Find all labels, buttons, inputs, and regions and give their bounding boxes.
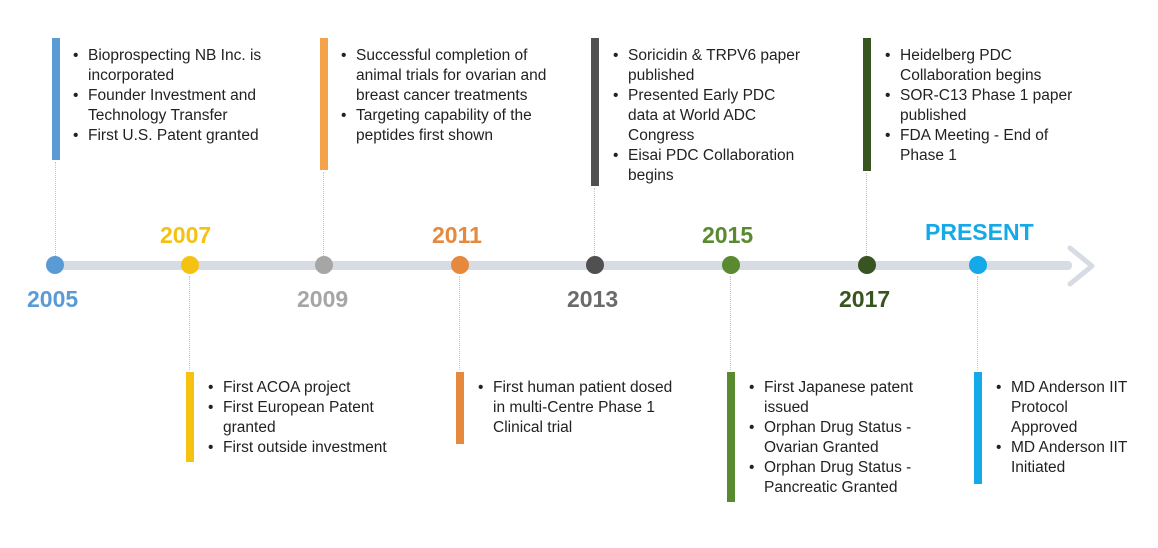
milestone-bar-2017: [863, 38, 871, 171]
milestone-item: First human patient dosed in multi-Centr…: [477, 378, 677, 438]
milestone-year-2009: 2009: [297, 286, 349, 312]
timeline-arrow-icon: [1067, 245, 1095, 287]
milestone-item: Heidelberg PDC Collaboration begins: [884, 46, 1074, 86]
milestone-box-present: MD Anderson IIT Protocol Approved MD And…: [995, 378, 1135, 478]
milestone-item: Orphan Drug Status - Ovarian Granted: [748, 418, 943, 458]
milestone-item: Eisai PDC Collaboration begins: [612, 146, 807, 186]
milestone-item: Bioprospecting NB Inc. is incorporated: [72, 46, 297, 86]
milestone-bar-2005: [52, 38, 60, 160]
milestone-year-2015: 2015: [702, 222, 754, 248]
milestone-item: Soricidin & TRPV6 paper published: [612, 46, 807, 86]
milestone-dot-present: [969, 256, 987, 274]
milestone-year-2007: 2007: [160, 222, 212, 248]
milestone-bar-2007: [186, 372, 194, 462]
milestone-item: SOR-C13 Phase 1 paper published: [884, 86, 1074, 126]
milestone-item: MD Anderson IIT Protocol Approved: [995, 378, 1135, 438]
milestone-connector-2005: [55, 162, 56, 256]
milestone-item: Targeting capability of the peptides fir…: [340, 106, 555, 146]
milestone-dot-2005: [46, 256, 64, 274]
milestone-bar-present: [974, 372, 982, 484]
milestone-item: Orphan Drug Status - Pancreatic Granted: [748, 458, 943, 498]
milestone-bar-2013: [591, 38, 599, 186]
milestone-item: Founder Investment and Technology Transf…: [72, 86, 297, 126]
milestone-dot-2017: [858, 256, 876, 274]
milestone-year-2005: 2005: [27, 286, 79, 312]
milestone-year-present: PRESENT: [925, 219, 1034, 245]
milestone-connector-2009: [323, 172, 324, 256]
milestone-item: MD Anderson IIT Initiated: [995, 438, 1135, 478]
milestone-year-2013: 2013: [567, 286, 619, 312]
milestone-dot-2007: [181, 256, 199, 274]
milestone-item: First European Patent granted: [207, 398, 407, 438]
milestone-item: First Japanese patent issued: [748, 378, 943, 418]
milestone-connector-2011: [459, 276, 460, 370]
milestone-box-2011: First human patient dosed in multi-Centr…: [477, 378, 677, 438]
milestone-bar-2011: [456, 372, 464, 444]
milestone-box-2007: First ACOA project First European Patent…: [207, 378, 407, 458]
milestone-box-2015: First Japanese patent issued Orphan Drug…: [748, 378, 943, 498]
milestone-box-2005: Bioprospecting NB Inc. is incorporated F…: [72, 46, 297, 146]
milestone-dot-2015: [722, 256, 740, 274]
milestone-box-2009: Successful completion of animal trials f…: [340, 46, 555, 146]
milestone-connector-present: [977, 276, 978, 370]
milestone-year-2011: 2011: [432, 222, 482, 248]
milestone-item: Presented Early PDC data at World ADC Co…: [612, 86, 807, 146]
timeline-axis: [52, 261, 1072, 270]
milestone-year-2017: 2017: [839, 286, 891, 312]
milestone-dot-2009: [315, 256, 333, 274]
milestone-item: FDA Meeting - End of Phase 1: [884, 126, 1074, 166]
milestone-item: First outside investment: [207, 438, 407, 458]
milestone-connector-2015: [730, 276, 731, 370]
milestone-connector-2017: [866, 173, 867, 256]
milestone-item: First ACOA project: [207, 378, 407, 398]
milestone-box-2017: Heidelberg PDC Collaboration begins SOR-…: [884, 46, 1074, 166]
milestone-item: Successful completion of animal trials f…: [340, 46, 555, 106]
milestone-dot-2013: [586, 256, 604, 274]
milestone-connector-2007: [189, 276, 190, 370]
milestone-dot-2011: [451, 256, 469, 274]
milestone-item: First U.S. Patent granted: [72, 126, 297, 146]
milestone-connector-2013: [594, 188, 595, 256]
milestone-bar-2009: [320, 38, 328, 170]
milestone-bar-2015: [727, 372, 735, 502]
milestone-box-2013: Soricidin & TRPV6 paper published Presen…: [612, 46, 807, 186]
